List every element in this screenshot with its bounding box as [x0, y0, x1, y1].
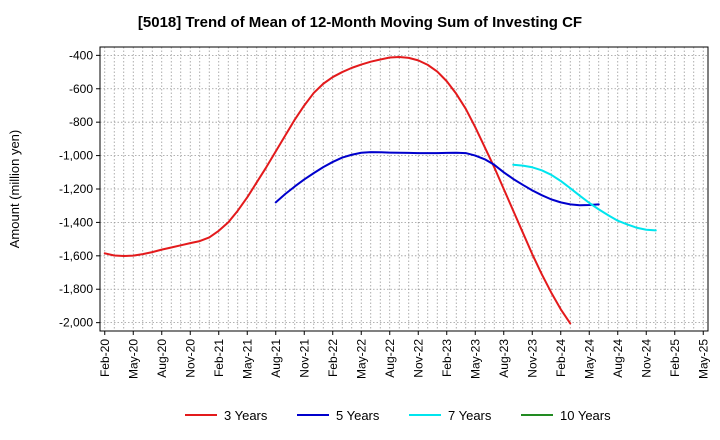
- x-tick-label: Aug-24: [611, 339, 625, 378]
- legend-label: 7 Years: [448, 408, 492, 423]
- x-tick-label: Feb-23: [440, 339, 454, 377]
- x-tick-label: May-24: [582, 339, 596, 379]
- x-tick-label: Nov-23: [525, 339, 539, 378]
- y-axis-ticks: -400 -600 -800 -1,000 -1,200 -1,400 -1,600 -1,8…: [59, 48, 100, 330]
- series-line: [274, 151, 600, 207]
- y-tick-label: -800: [69, 115, 93, 129]
- x-tick-label: Aug-23: [497, 339, 511, 378]
- legend-label: 5 Years: [336, 408, 380, 423]
- x-tick-label: Aug-20: [155, 339, 169, 378]
- y-tick-label: -1,000: [59, 149, 93, 163]
- plot-border: [99, 46, 709, 332]
- legend-label: 10 Years: [560, 408, 611, 423]
- y-tick-label: -600: [69, 82, 93, 96]
- x-tick-label: Feb-22: [326, 339, 340, 377]
- x-tick-label: Nov-20: [183, 339, 197, 378]
- y-tick-label: -1,200: [59, 182, 93, 196]
- plot-area: [100, 47, 708, 331]
- plot-frame: [99, 46, 709, 332]
- series-line: [512, 163, 657, 232]
- x-axis-ticks: Feb-20 May-20 Aug-20 Nov-20 Feb-21 May-21 Aug-…: [98, 331, 710, 379]
- x-tick-label: Feb-25: [668, 339, 682, 377]
- series-lines: [103, 56, 657, 325]
- y-axis-label: Amount (million yen): [7, 130, 22, 249]
- x-tick-label: Aug-22: [383, 339, 397, 378]
- x-tick-label: Nov-22: [411, 339, 425, 378]
- y-tick-label: -1,600: [59, 249, 93, 263]
- x-tick-label: May-23: [468, 339, 482, 379]
- x-tick-label: May-25: [696, 339, 710, 379]
- y-tick-label: -1,400: [59, 215, 93, 229]
- x-tick-label: Feb-24: [554, 339, 568, 377]
- y-tick-label: -400: [69, 48, 93, 62]
- x-tick-label: May-21: [240, 339, 254, 379]
- y-tick-label: -2,000: [59, 316, 93, 330]
- x-tick-label: Nov-21: [297, 339, 311, 378]
- x-tick-label: Feb-21: [212, 339, 226, 377]
- chart-title: [5018] Trend of Mean of 12-Month Moving …: [138, 14, 582, 31]
- legend: 3 Years 5 Years 7 Years 10 Years: [185, 408, 611, 423]
- x-tick-label: Feb-20: [98, 339, 112, 377]
- x-tick-label: Nov-24: [639, 339, 653, 378]
- legend-label: 3 Years: [224, 408, 268, 423]
- x-tick-label: Aug-21: [269, 339, 283, 378]
- y-tick-label: -1,800: [59, 282, 93, 296]
- plot-background: [100, 47, 708, 331]
- x-tick-label: May-22: [354, 339, 368, 379]
- x-tick-label: May-20: [126, 339, 140, 379]
